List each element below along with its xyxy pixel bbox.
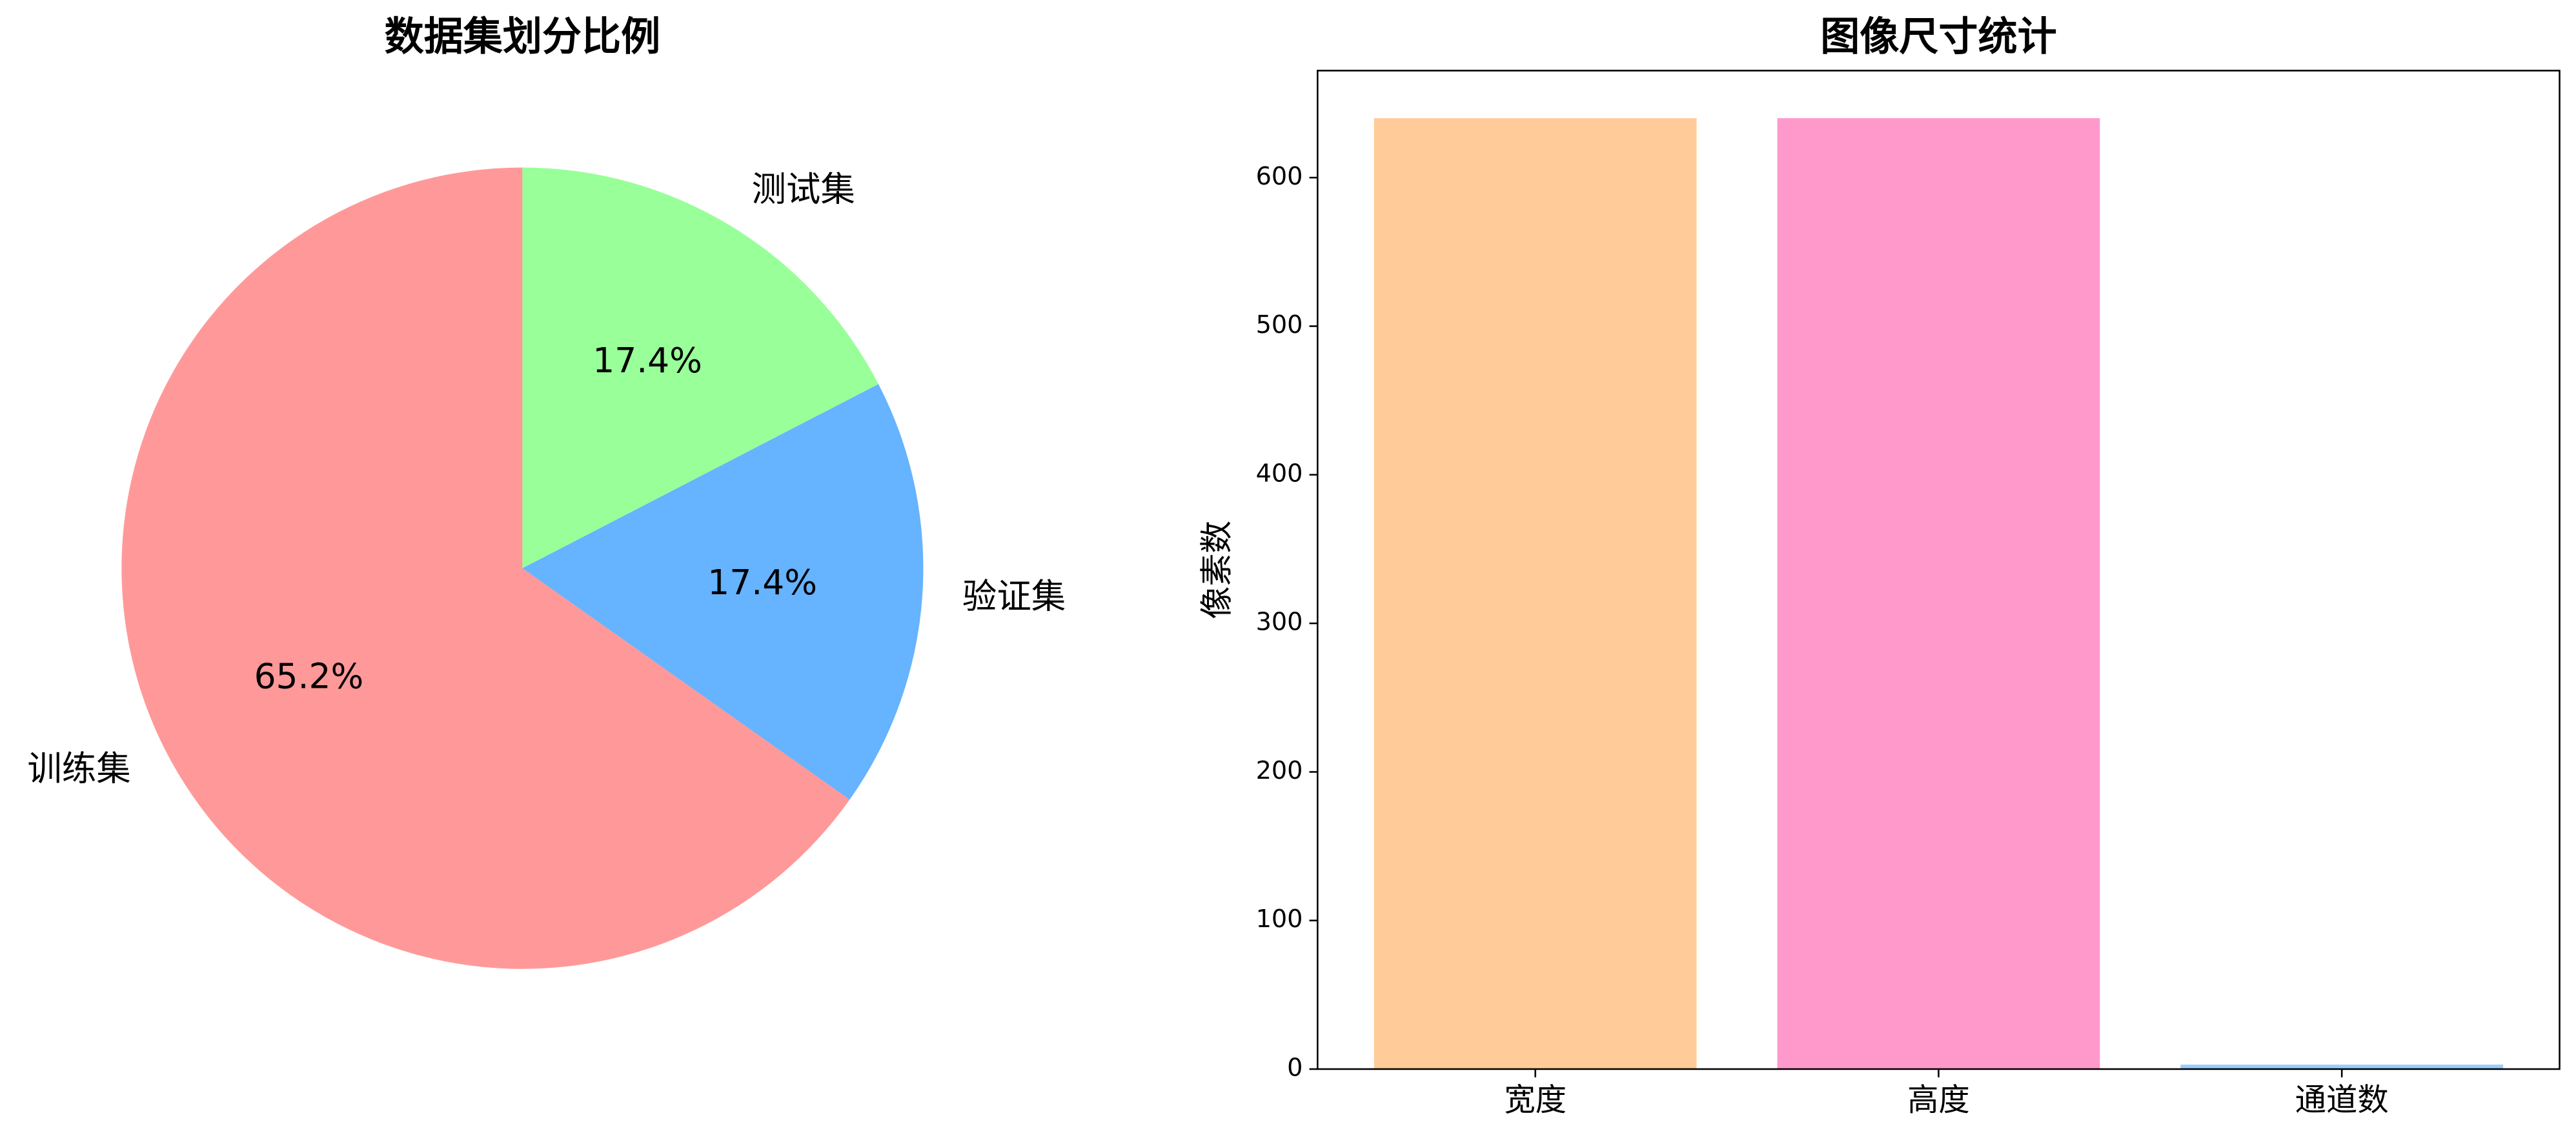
slice-label: 验证集 (962, 576, 1066, 616)
chart-title: 图像尺寸统计 (1820, 14, 2056, 60)
bar (2180, 1065, 2504, 1069)
y-tick-label: 600 (1256, 163, 1303, 191)
y-tick-label: 200 (1256, 757, 1303, 785)
pie-slice (522, 384, 924, 800)
bar (1374, 118, 1697, 1069)
pie-slice (121, 167, 850, 969)
y-tick-label: 300 (1256, 608, 1303, 637)
plot-frame (1317, 70, 2561, 1070)
y-axis-label: 像素数 (1199, 521, 1237, 619)
y-tick-label: 500 (1256, 311, 1303, 339)
y-tick-label: 0 (1287, 1054, 1303, 1082)
y-tick-label: 400 (1256, 459, 1303, 488)
pie-slice (522, 167, 878, 568)
x-tick-label: 高度 (1907, 1082, 1970, 1118)
bar (1777, 118, 2100, 1069)
slice-label: 测试集 (752, 169, 855, 210)
chart-title: 数据集划分比例 (385, 14, 661, 60)
slice-value-label: 17.4% (593, 340, 702, 381)
slice-label: 训练集 (27, 748, 130, 788)
y-tick-label: 100 (1256, 905, 1303, 934)
x-tick-label: 通道数 (2295, 1082, 2389, 1118)
slice-value-label: 17.4% (707, 562, 817, 603)
slice-value-label: 65.2% (254, 656, 364, 697)
x-tick-label: 宽度 (1504, 1082, 1567, 1118)
